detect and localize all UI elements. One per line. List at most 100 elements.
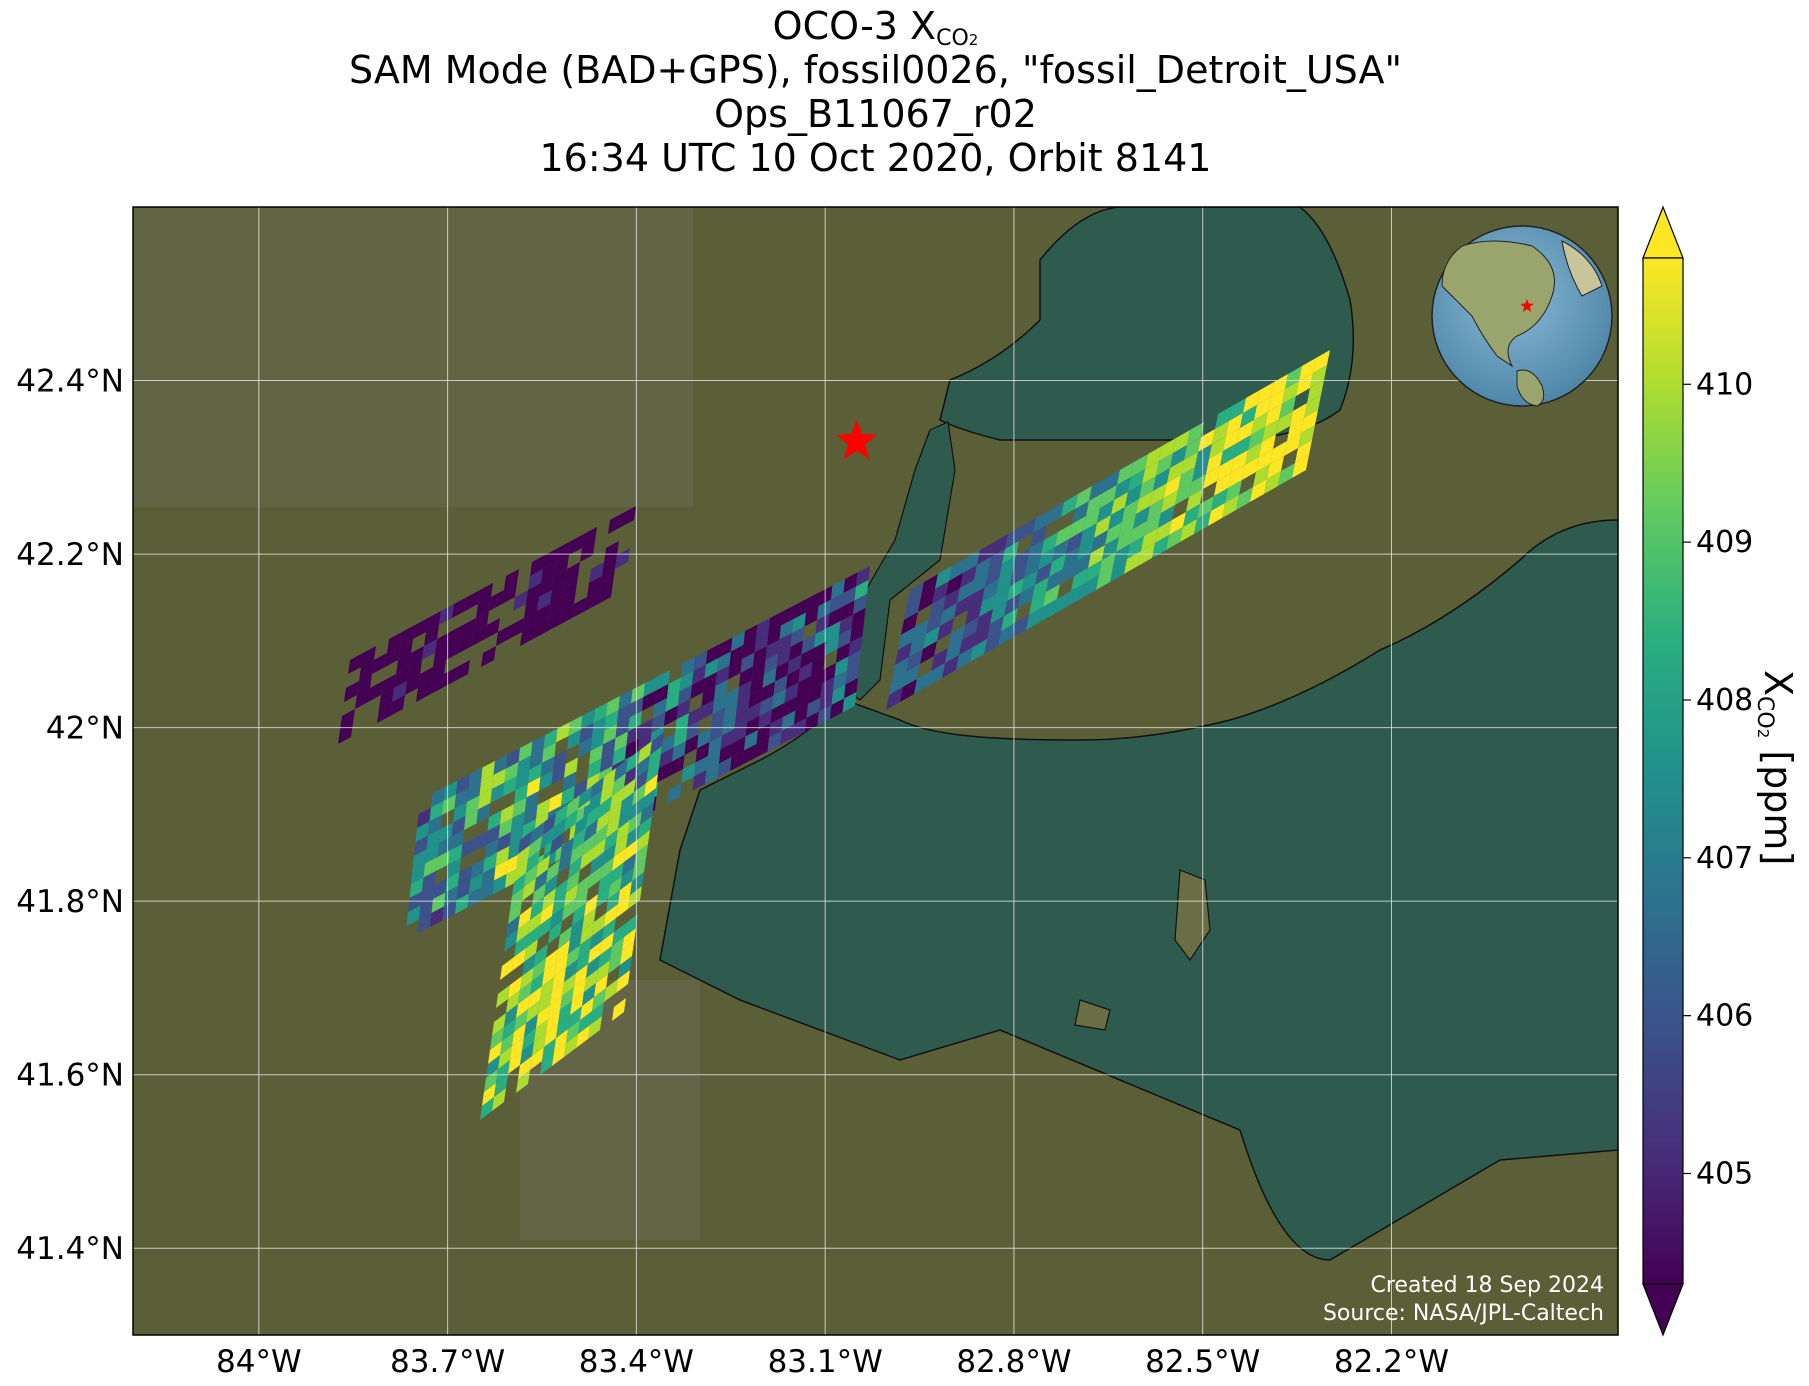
swath-cell — [1212, 421, 1229, 444]
swath-cell — [392, 681, 407, 702]
swath-cell — [530, 1047, 544, 1070]
swath-cell — [622, 778, 636, 801]
swath-cell — [492, 1013, 506, 1036]
swath-cell — [608, 513, 623, 534]
swath-cell — [455, 893, 469, 914]
swath-cell — [758, 709, 772, 730]
swath-cell — [568, 715, 583, 736]
swath-cell — [616, 970, 630, 993]
swath-cell — [509, 825, 524, 846]
swath-cell — [419, 899, 433, 920]
swath-cell — [959, 632, 976, 655]
swath-cell — [739, 666, 753, 687]
colorbar-tick-label: 405 — [1696, 1157, 1753, 1192]
swath-cell — [765, 639, 780, 660]
swath-cell — [1128, 469, 1145, 492]
swath-cell — [1074, 553, 1091, 576]
swath-cell — [562, 771, 577, 792]
swath-cell — [904, 597, 921, 620]
swath-cell — [568, 931, 582, 954]
red-star-icon[interactable] — [836, 419, 877, 460]
swath-cell — [552, 893, 566, 916]
swath-cell — [1220, 443, 1237, 466]
swath-cell — [1214, 473, 1231, 496]
swath-cell — [454, 788, 469, 809]
map-title: OCO-3 XCO2 SAM Mode (BAD+GPS), fossil002… — [133, 4, 1618, 180]
swath-cell — [610, 787, 624, 810]
swath-cell — [493, 754, 508, 775]
swath-cell — [512, 948, 526, 971]
swath-cell — [398, 639, 413, 660]
swath-cell — [584, 894, 598, 917]
swath-cell — [496, 1060, 510, 1083]
swath-cell — [604, 979, 618, 1002]
swath-cell — [608, 801, 622, 824]
swath-cell — [564, 809, 578, 832]
swath-cell — [448, 625, 463, 646]
swath-cell — [797, 676, 811, 697]
swath-cell — [539, 770, 553, 791]
swath-cell — [831, 684, 846, 705]
swath-cell — [508, 1051, 522, 1074]
swath-cell — [517, 755, 531, 776]
swath-cell — [999, 556, 1016, 579]
swath-cell — [675, 713, 689, 734]
swath-cell — [815, 613, 830, 634]
swath-cell — [667, 677, 681, 698]
swath-cell — [1032, 577, 1049, 600]
swath-cell — [556, 541, 571, 562]
colorbar-tick-label: 407 — [1696, 841, 1753, 876]
swath-cell — [1152, 535, 1169, 558]
swath-cell — [534, 1019, 548, 1042]
swath-cell — [719, 743, 733, 764]
swath-cell — [717, 757, 732, 778]
swath-cell — [600, 752, 614, 773]
swath-cell — [544, 1024, 558, 1047]
swath-cell — [1089, 478, 1106, 501]
swath-cell — [1186, 489, 1203, 512]
swath-cell — [709, 721, 724, 742]
swath-cell — [379, 688, 394, 709]
swath-cell — [1209, 436, 1226, 459]
map-area[interactable]: Created 18 Sep 2024 Source: NASA/JPL-Cal… — [133, 207, 1618, 1335]
swath-cell — [572, 828, 586, 851]
swath-cell — [1231, 450, 1248, 473]
swath-cell — [806, 697, 821, 718]
swath-cell — [618, 956, 632, 979]
swath-cell — [468, 767, 483, 788]
swath-cell — [742, 638, 756, 659]
swath-cell — [1211, 488, 1228, 511]
swath-cell — [481, 866, 496, 887]
swath-cell — [451, 816, 466, 837]
swath-cell — [506, 990, 520, 1013]
swath-cell — [539, 576, 554, 597]
swath-cell — [1229, 398, 1246, 421]
swath-cell — [435, 632, 450, 653]
swath-cell — [530, 972, 544, 995]
swath-cell — [693, 650, 708, 671]
swath-cell — [794, 704, 808, 725]
swath-cell — [525, 791, 539, 812]
swath-cell — [779, 619, 794, 640]
swath-cell — [504, 762, 519, 783]
swath-cell — [550, 832, 564, 855]
swath-cell — [544, 949, 558, 972]
swath-cell — [744, 730, 758, 751]
swath-cell — [442, 667, 457, 688]
swath-cell — [528, 986, 542, 1009]
swath-cell — [1099, 552, 1116, 575]
swath-cell — [540, 977, 554, 1000]
swath-cell — [1265, 404, 1282, 427]
swath-cell — [1083, 508, 1100, 531]
title-line-3: Ops_B11067_r02 — [714, 92, 1037, 136]
swath-cell — [594, 824, 608, 847]
swath-cell — [639, 718, 653, 739]
swath-cell — [898, 627, 915, 650]
swath-cell — [1299, 358, 1316, 381]
swath-cell — [956, 647, 973, 670]
swath-cell — [590, 1002, 604, 1025]
swath-cell — [1197, 496, 1214, 519]
swath-cell — [553, 750, 567, 771]
title-line-4: 16:34 UTC 10 Oct 2020, Orbit 8141 — [539, 136, 1212, 180]
swath-cell — [768, 611, 783, 632]
